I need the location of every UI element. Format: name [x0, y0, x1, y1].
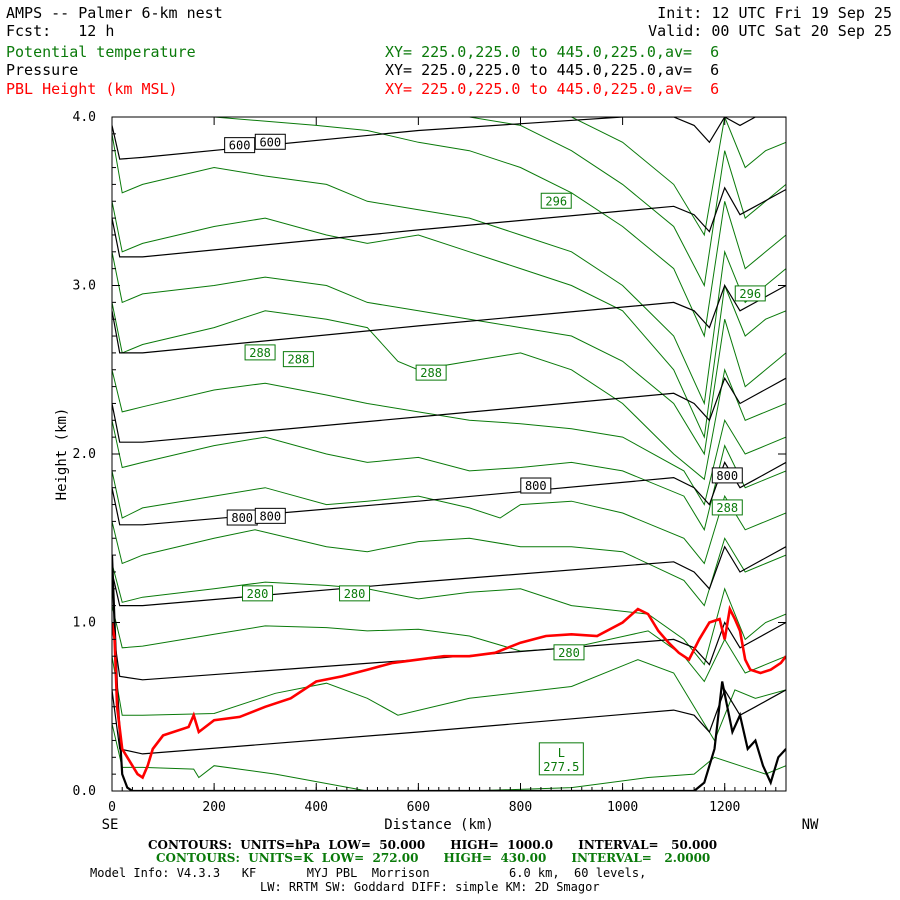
contour-label-text: 288	[420, 366, 442, 380]
x-axis-title: Distance (km)	[384, 817, 494, 833]
theta-contour-line-11	[112, 133, 786, 406]
terrain-line	[112, 555, 786, 791]
pressure-contour-info: CONTOURS: UNITS=hPa LOW= 50.000 HIGH= 10…	[148, 838, 718, 852]
contour-label-12: 280	[242, 585, 274, 602]
contour-label-text: 296	[739, 287, 761, 301]
theta-contour-line-13	[469, 117, 786, 288]
contour-label-6: 296	[540, 192, 572, 209]
theta-contour-line-9	[112, 251, 786, 456]
theta-contour-line-10	[112, 201, 786, 439]
init-time: Init: 12 UTC Fri 19 Sep 25	[657, 4, 892, 22]
forecast-hour: Fcst: 12 h	[6, 22, 115, 40]
contour-label-text: 288	[716, 501, 738, 515]
y-axis-title: Height (km)	[54, 408, 70, 501]
contour-label-5: 800	[711, 467, 743, 484]
theta-contour-line-6	[112, 420, 786, 532]
contour-label-3: 800	[254, 507, 286, 524]
contour-label-7: 296	[734, 285, 766, 302]
contour-label-4: 800	[520, 477, 552, 494]
plot-frame	[111, 116, 787, 792]
contour-label-10: 288	[415, 364, 447, 381]
pressure-contour-line-0	[112, 688, 786, 755]
x-tick-label: 400	[305, 800, 328, 815]
contour-label-8: 288	[244, 344, 276, 361]
pressure-contour-line-7	[112, 117, 786, 160]
theta-contour-line-7	[112, 369, 786, 506]
contour-label-text: 280	[247, 587, 269, 601]
theta-contour-line-2	[112, 605, 786, 683]
model-title: AMPS -- Palmer 6-km nest	[6, 4, 223, 22]
theta-contour-line-5	[112, 470, 786, 565]
se-end-label: SE	[102, 817, 119, 833]
theta-contour-line-14	[571, 117, 786, 237]
pressure-contour-line-3	[112, 461, 786, 526]
x-tick-label: 800	[509, 800, 532, 815]
theta-contour-line-12	[178, 117, 786, 338]
contour-label-text: 288	[288, 353, 310, 367]
x-tick-label: 1200	[709, 800, 740, 815]
contour-label-text: 600	[229, 139, 251, 153]
y-tick-label: 0.0	[73, 784, 96, 799]
x-tick-label: 0	[108, 800, 116, 815]
y-tick-label: 1.0	[73, 616, 96, 631]
field-xy-pressure: XY= 225.0,225.0 to 445.0,225.0,av= 6	[385, 61, 720, 79]
contour-label-text: 296	[545, 194, 567, 208]
x-tick-label: 600	[407, 800, 430, 815]
theta-contour-info: CONTOURS: UNITS=K LOW= 272.00 HIGH= 430.…	[156, 851, 711, 865]
contour-label-9: 288	[282, 351, 314, 368]
field-name-pbl: PBL Height (km MSL)	[6, 80, 178, 98]
theta-contour-line-1	[112, 656, 786, 742]
contour-label-11: 288	[711, 499, 743, 516]
contour-label-1: 600	[254, 133, 286, 150]
pressure-contour-line-1	[112, 621, 786, 681]
pressure-contour-line-6	[112, 186, 786, 258]
physics-info: LW: RRTM SW: Goddard DIFF: simple KM: 2D…	[260, 880, 600, 894]
y-tick-label: 4.0	[73, 110, 96, 125]
contour-label-text: 280	[344, 587, 366, 601]
pressure-contour-line-4	[112, 376, 786, 443]
low-marker-letter: L	[558, 746, 565, 760]
theta-contour-line-3	[112, 563, 786, 666]
contour-label-text: 288	[249, 346, 271, 360]
contour-label-0: 600	[224, 137, 256, 154]
contour-label-13: 280	[339, 585, 371, 602]
pressure-contour-line-5	[112, 284, 786, 354]
field-xy-pbl: XY= 225.0,225.0 to 445.0,225.0,av= 6	[385, 80, 720, 98]
theta-contour-line-0	[112, 723, 786, 791]
nw-end-label: NW	[802, 817, 819, 833]
y-tick-label: 3.0	[73, 279, 96, 294]
contour-label-text: 800	[259, 509, 281, 523]
field-name-theta: Potential temperature	[6, 43, 196, 61]
contour-label-text: 600	[259, 135, 281, 149]
contour-label-text: 800	[716, 469, 738, 483]
field-name-pressure: Pressure	[6, 61, 79, 79]
x-tick-label: 1000	[607, 800, 638, 815]
pbl-height-line	[112, 604, 786, 780]
contour-label-text: 800	[231, 511, 253, 525]
contour-label-14: 280	[553, 644, 585, 661]
pressure-contour-line-2	[112, 545, 786, 607]
x-tick-label: 200	[202, 800, 225, 815]
valid-time: Valid: 00 UTC Sat 20 Sep 25	[648, 22, 892, 40]
field-xy-theta: XY= 225.0,225.0 to 445.0,225.0,av= 6	[385, 43, 720, 61]
theta-contour-line-4	[112, 521, 786, 607]
model-info: Model Info: V4.3.3 KF MYJ PBL Morrison 6…	[90, 866, 647, 880]
low-marker-value: 277.5	[543, 760, 579, 774]
theta-contour-line-8	[112, 302, 786, 481]
contour-label-text: 800	[525, 479, 547, 493]
y-tick-label: 2.0	[73, 447, 96, 462]
contour-label-2: 800	[226, 509, 258, 526]
contour-label-text: 280	[558, 646, 580, 660]
